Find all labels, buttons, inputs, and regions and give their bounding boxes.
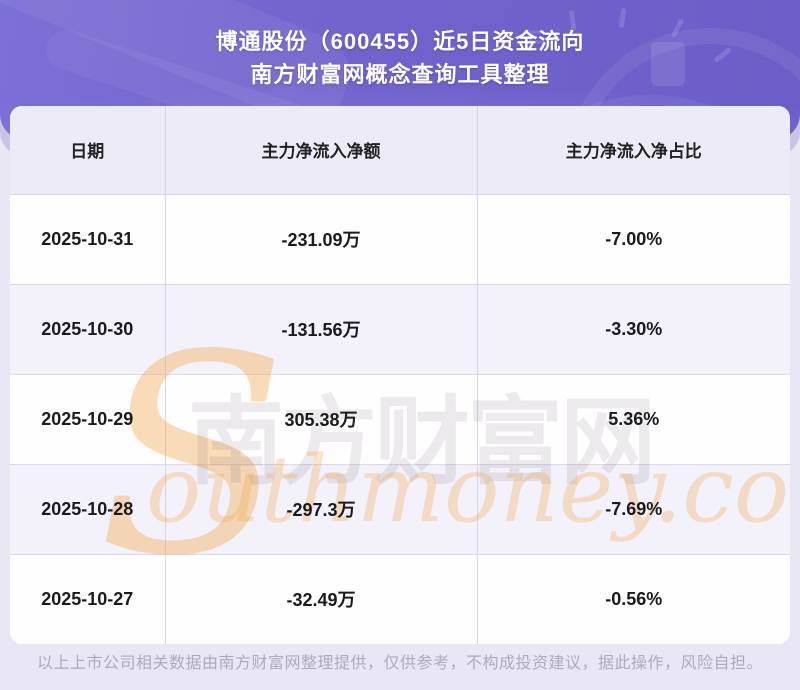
date-value: 2025-10-28 [41,498,134,519]
ratio-value: -7.00% [605,228,663,249]
date-cell: 2025-10-27 [10,554,165,644]
ratio-cell: -3.30% [476,284,790,375]
amount-value: -32.49万 [286,590,356,611]
ratio-cell: 5.36% [476,374,790,465]
gauge-f-label: F [526,25,545,58]
column-header-label: 主力净流入净额 [261,142,381,162]
ratio-cell: -7.00% [476,194,790,285]
amount-value: -297.3万 [286,500,356,520]
disclaimer-text: 以上上市公司相关数据由南方财富网整理提供，仅供参考，不构成投资建议，据此操作，风… [36,655,763,672]
table-row: 2025-10-29 305.38万 5.36% [10,374,790,465]
ratio-cell: -7.69% [476,464,790,555]
column-header-date: 日期 [10,106,165,195]
date-value: 2025-10-27 [41,588,134,609]
date-value: 2025-10-31 [41,228,134,249]
ratio-value: -3.30% [605,318,663,339]
date-value: 2025-10-30 [41,318,134,339]
amount-value: 305.38万 [284,410,358,430]
date-cell: 2025-10-31 [10,194,165,285]
table-row: 2025-10-27 -32.49万 -0.56% [10,554,790,644]
amount-cell: -231.09万 [164,194,477,285]
amount-value: -131.56万 [281,320,361,340]
amount-cell: -131.56万 [164,284,477,375]
data-table: 日期 主力净流入净额 主力净流入净占比 2025-10-31 -231.09万 … [10,106,790,644]
page-title: 博通股份（600455）近5日资金流向 南方财富网概念查询工具整理 [0,0,800,91]
table-row: 2025-10-28 -297.3万 -7.69% [10,464,790,555]
fund-flow-table: S 南方财富网 outhmoney.com 日期 主力净流入净额 主力净流入净占… [10,106,790,644]
date-cell: 2025-10-29 [10,374,165,465]
table-row: 2025-10-30 -131.56万 -3.30% [10,284,790,375]
table-row: 2025-10-31 -231.09万 -7.00% [10,194,790,285]
column-header-label: 日期 [70,142,105,162]
table-header-row: 日期 主力净流入净额 主力净流入净占比 [10,106,790,195]
ratio-value: -0.56% [605,588,663,609]
date-cell: 2025-10-30 [10,284,165,375]
title-line-1: 博通股份（600455）近5日资金流向 [215,29,585,54]
ratio-value: 5.36% [608,408,660,429]
ratio-cell: -0.56% [476,554,790,644]
title-line-2: 南方财富网概念查询工具整理 [250,62,550,87]
amount-cell: 305.38万 [164,374,477,465]
column-header-label: 主力净流入净占比 [565,142,702,162]
ratio-value: -7.69% [605,498,663,519]
column-header-ratio: 主力净流入净占比 [476,106,790,195]
amount-value: -231.09万 [281,230,361,250]
fuel-pump-icon [651,42,685,86]
amount-cell: -32.49万 [164,554,477,644]
date-cell: 2025-10-28 [10,464,165,555]
amount-cell: -297.3万 [164,464,477,555]
date-value: 2025-10-29 [41,408,134,429]
disclaimer: 以上上市公司相关数据由南方财富网整理提供，仅供参考，不构成投资建议，据此操作，风… [0,649,800,673]
column-header-amount: 主力净流入净额 [164,106,477,195]
